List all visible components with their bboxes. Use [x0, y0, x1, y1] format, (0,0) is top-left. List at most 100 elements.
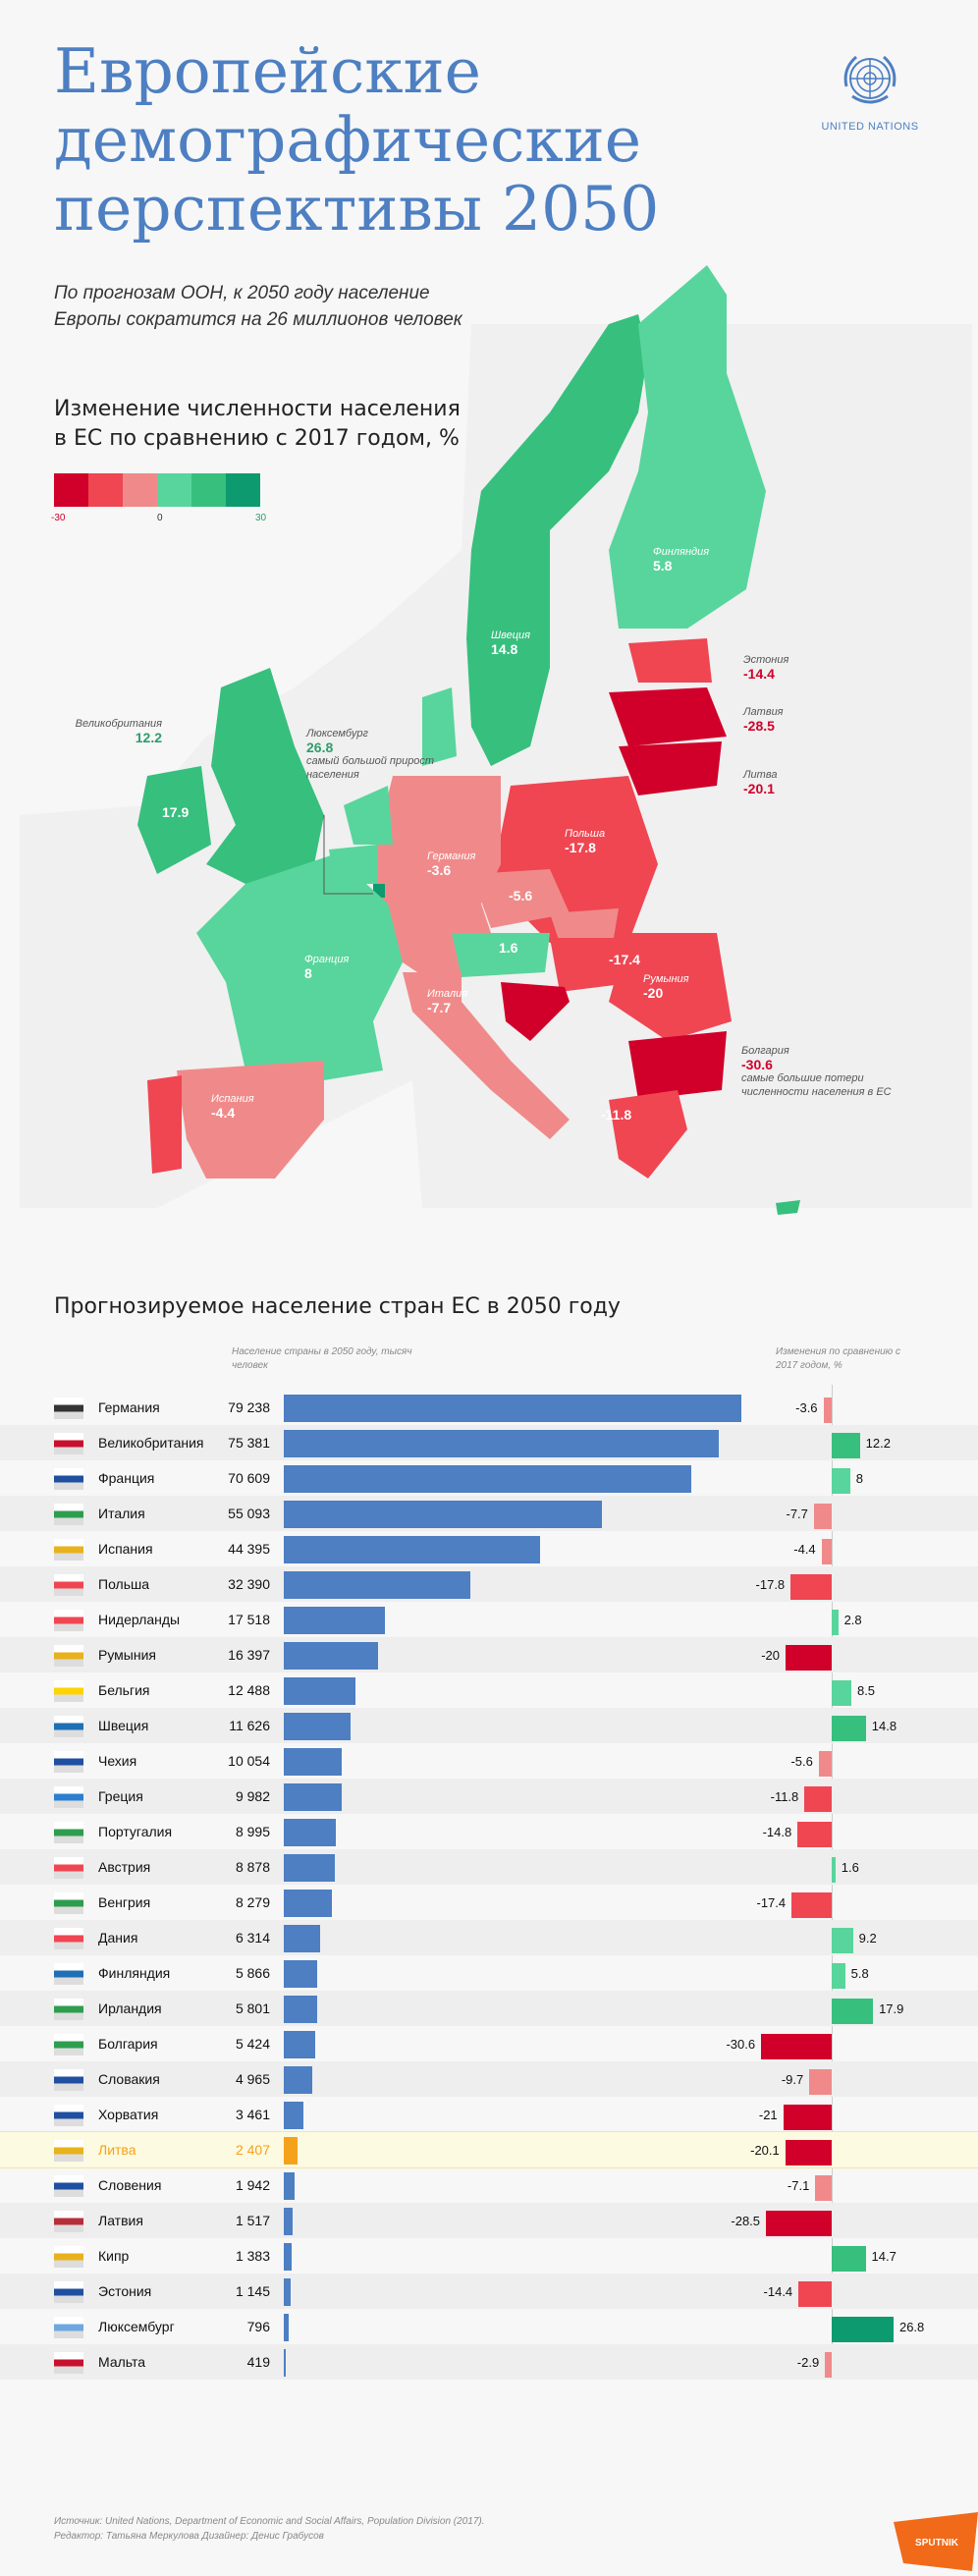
population-bar [284, 2031, 315, 2058]
table-row: Хорватия 3 461 -21 [0, 2097, 978, 2132]
table-row: Румыния 16 397 -20 [0, 1637, 978, 1672]
table-row: Люксембург 796 26.8 [0, 2309, 978, 2344]
legend-max: 30 [255, 513, 267, 523]
change-bar [818, 1751, 832, 1777]
country-flag-icon [54, 2352, 83, 2374]
table-row: Италия 55 093 -7.7 [0, 1496, 978, 1531]
change-label: -2.9 [796, 2355, 820, 2370]
table-row: Дания 6 314 9.2 [0, 1920, 978, 1955]
population-label: 1 145 [235, 2283, 270, 2299]
population-bar [284, 1607, 385, 1634]
change-label: -20 [761, 1648, 780, 1663]
footer-source: Источник: United Nations, Department of … [54, 2516, 485, 2527]
population-label: 16 397 [228, 1647, 270, 1663]
legend-swatch-4 [157, 473, 191, 507]
table-row: Швеция 11 626 14.8 [0, 1708, 978, 1743]
change-label: -5.6 [790, 1754, 813, 1769]
footer-credits: Редактор: Татьяна Меркулова Дизайнер: Де… [54, 2531, 324, 2542]
sputnik-logo-text: SPUTNIK [915, 2538, 959, 2549]
population-label: 70 609 [228, 1470, 270, 1486]
change-label: -9.7 [781, 2072, 804, 2087]
change-bar [815, 2175, 832, 2201]
population-bar [284, 1642, 379, 1670]
table-row: Германия 79 238 -3.6 [0, 1390, 978, 1425]
population-bar [284, 2066, 313, 2094]
population-bar [284, 1677, 356, 1705]
population-column-note: Население страны в 2050 году, тысяч чело… [232, 1346, 412, 1371]
map-france [196, 854, 403, 1080]
change-label: 12.2 [865, 1436, 891, 1451]
population-label: 79 238 [228, 1399, 270, 1415]
table-row: Ирландия 5 801 17.9 [0, 1991, 978, 2026]
table-row: Мальта 419 -2.9 [0, 2344, 978, 2380]
map-germany [373, 776, 501, 982]
luxembourg-pointer-line [323, 815, 373, 895]
country-name: Латвия [98, 2213, 143, 2228]
table-row: Чехия 10 054 -5.6 [0, 1743, 978, 1779]
map-greece [609, 1090, 687, 1178]
population-bar [284, 2349, 287, 2377]
country-name: Великобритания [98, 1435, 204, 1451]
change-bar [804, 1786, 832, 1812]
map-label-luxembourg: Люксембург 26.8 самый большой прирост на… [306, 728, 435, 781]
country-name: Румыния [98, 1647, 157, 1663]
country-name: Греция [98, 1788, 143, 1804]
country-name: Мальта [98, 2354, 146, 2370]
change-label: -4.4 [793, 1542, 816, 1557]
map-label-germany: Германия -3.6 [427, 850, 476, 878]
country-name: Германия [98, 1399, 160, 1415]
country-name: Португалия [98, 1824, 173, 1839]
country-flag-icon [54, 2246, 83, 2268]
map-label-hungary: -17.4 [609, 952, 640, 967]
table-row: Австрия 8 878 1.6 [0, 1849, 978, 1885]
table-row: Польша 32 390 -17.8 [0, 1566, 978, 1602]
population-bar [284, 1748, 343, 1776]
map-italy [403, 972, 570, 1139]
table-row: Словакия 4 965 -9.7 [0, 2061, 978, 2097]
legend-swatch-2 [88, 473, 123, 507]
map-croatia [501, 982, 570, 1041]
population-label: 9 982 [235, 1788, 270, 1804]
map-spain [177, 1061, 324, 1178]
population-bar [284, 1395, 741, 1422]
population-label: 1 517 [235, 2213, 270, 2228]
country-name: Франция [98, 1470, 155, 1486]
table-row: Греция 9 982 -11.8 [0, 1779, 978, 1814]
map-label-uk-map-value: 17.9 [162, 804, 190, 820]
change-bar [809, 2069, 832, 2095]
population-label: 4 965 [235, 2071, 270, 2087]
change-label: -21 [758, 2108, 778, 2122]
map-label-bulgaria: Болгария -30.6 самые большие потери числ… [741, 1045, 892, 1098]
map-denmark [422, 687, 457, 766]
legend-swatch-6 [226, 473, 260, 507]
table-row: Великобритания 75 381 12.2 [0, 1425, 978, 1460]
country-flag-icon [54, 1963, 83, 1985]
population-label: 32 390 [228, 1576, 270, 1592]
map-latvia [609, 687, 727, 746]
population-bar [284, 1996, 318, 2023]
map-uk [206, 668, 324, 884]
country-name: Словакия [98, 2071, 160, 2087]
change-bar [797, 1822, 832, 1847]
map-finland [609, 265, 766, 629]
table-row: Эстония 1 145 -14.4 [0, 2274, 978, 2309]
population-bar [284, 1783, 342, 1811]
country-name: Литва [98, 2142, 136, 2158]
legend-swatch-3 [123, 473, 157, 507]
map-label-estonia: Эстония -14.4 [743, 654, 789, 682]
change-bar [832, 2246, 866, 2272]
country-flag-icon [54, 1999, 83, 2020]
country-name: Дания [98, 1930, 138, 1946]
population-bar [284, 2278, 291, 2306]
change-bar [832, 1680, 851, 1706]
legend-mid: 0 [157, 513, 163, 523]
population-label: 17 518 [228, 1612, 270, 1627]
change-bar [761, 2034, 832, 2059]
country-name: Польша [98, 1576, 150, 1592]
population-label: 5 801 [235, 2001, 270, 2016]
country-name: Кипр [98, 2248, 130, 2264]
change-bar [825, 2352, 832, 2378]
change-label: -17.8 [755, 1577, 786, 1592]
map-label-sweden: Швеция 14.8 [491, 630, 531, 657]
population-bar [284, 1819, 336, 1846]
